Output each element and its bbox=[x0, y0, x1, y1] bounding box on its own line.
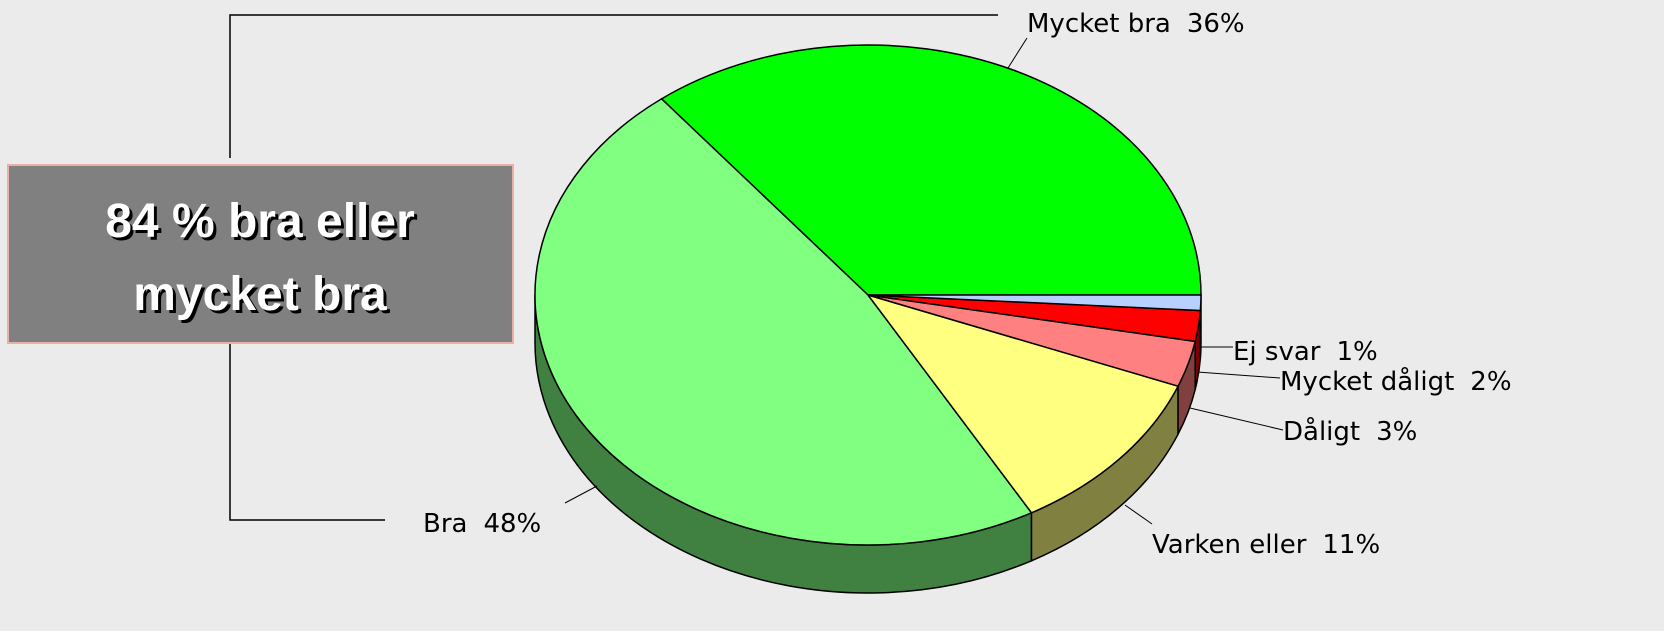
annotation-shadow: 84 % bra eller bbox=[108, 198, 418, 251]
leader-line bbox=[1196, 371, 1281, 379]
slice-label: Ej svar 1% bbox=[1233, 337, 1378, 367]
annotation: mycket bra bbox=[133, 268, 387, 321]
pie-tops bbox=[534, 44, 1202, 546]
slice-label: Mycket bra 36% bbox=[1027, 9, 1245, 39]
slice-label: Bra 48% bbox=[423, 509, 541, 539]
category-name: Mycket bra bbox=[1027, 9, 1171, 39]
slice-label: Varken eller 11% bbox=[1152, 530, 1380, 560]
category-name: Dåligt bbox=[1283, 416, 1360, 447]
category-name: Mycket dåligt bbox=[1280, 366, 1454, 397]
value-label: 3% bbox=[1376, 417, 1417, 447]
slice-label: Mycket dåligt 2% bbox=[1280, 366, 1512, 397]
pie-slice bbox=[867, 294, 1202, 312]
value-label: 36% bbox=[1187, 9, 1245, 39]
category-name: Bra bbox=[423, 509, 467, 539]
pie-slice bbox=[866, 293, 1180, 514]
category-name: Varken eller bbox=[1152, 530, 1307, 560]
pie-slice bbox=[660, 44, 1202, 296]
pie-slice bbox=[534, 97, 1033, 546]
leader-line bbox=[1189, 407, 1284, 431]
value-label: 2% bbox=[1470, 367, 1511, 397]
value-label: 48% bbox=[483, 509, 541, 539]
value-label: 1% bbox=[1336, 337, 1377, 367]
category-name: Ej svar bbox=[1233, 337, 1321, 367]
bracket-bottom bbox=[229, 343, 385, 521]
annotation-box bbox=[7, 164, 514, 344]
leader-line bbox=[1124, 504, 1153, 525]
value-label: 11% bbox=[1322, 530, 1380, 560]
leader-line bbox=[1007, 37, 1028, 69]
slice-label: Dåligt 3% bbox=[1283, 416, 1417, 447]
bracket-top bbox=[229, 14, 998, 158]
annotation-shadow: mycket bra bbox=[136, 271, 390, 324]
annotation: 84 % bra eller bbox=[105, 195, 415, 248]
leader-line bbox=[564, 485, 598, 504]
